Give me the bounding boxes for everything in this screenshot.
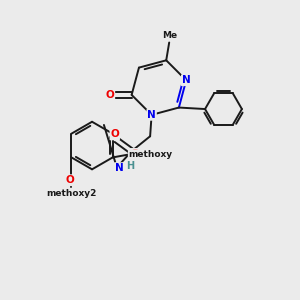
- Text: methoxy2: methoxy2: [46, 189, 97, 198]
- Text: O: O: [106, 90, 114, 100]
- Text: N: N: [182, 75, 190, 85]
- Text: N: N: [147, 110, 156, 120]
- Text: Me: Me: [162, 32, 177, 40]
- Text: methoxy: methoxy: [129, 150, 173, 159]
- Text: O: O: [110, 130, 119, 140]
- Text: O: O: [130, 149, 139, 159]
- Text: H: H: [126, 161, 134, 171]
- Text: N: N: [115, 163, 124, 173]
- Text: O: O: [66, 175, 74, 185]
